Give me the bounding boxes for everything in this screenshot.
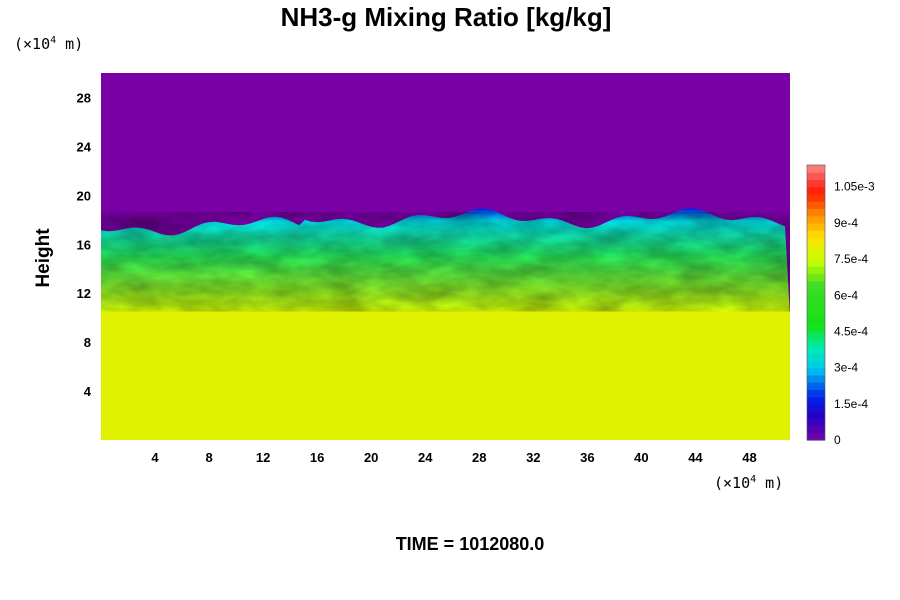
y-axis-unit: (×104 m)	[14, 35, 83, 53]
colorbar-band	[807, 353, 825, 361]
colorbar-band	[807, 244, 825, 253]
colorbar-band	[807, 230, 825, 238]
colorbar-band	[807, 288, 825, 296]
colorbar-band	[807, 222, 825, 231]
y-tick-label: 20	[77, 188, 91, 203]
x-tick-label: 12	[256, 450, 270, 465]
colorbar-band	[807, 345, 825, 354]
colorbar-tick-label: 6e-4	[834, 288, 858, 302]
colorbar-band	[807, 425, 825, 434]
colorbar-band	[807, 215, 825, 224]
y-axis-label: Height	[33, 228, 54, 288]
colorbar-band	[807, 316, 825, 325]
colorbar-band	[807, 367, 825, 376]
colorbar-band	[807, 396, 825, 405]
colorbar-band	[807, 165, 825, 173]
colorbar-band	[807, 309, 825, 318]
colorbar-band	[807, 382, 825, 390]
colorbar: 0 1.5e-4 3e-4 4.5e-4 6e-4 7.5e-4 9e-4 1.05e-3	[806, 164, 875, 447]
x-tick-label: 32	[526, 450, 540, 465]
colorbar-tick-label: 3e-4	[834, 361, 858, 375]
x-tick-label: 48	[742, 450, 756, 465]
y-tick-labels: 4 8 12 16 20 24 28	[77, 90, 92, 399]
x-tick-label: 28	[472, 450, 486, 465]
colorbar-band	[807, 273, 825, 282]
colorbar-tick-label: 9e-4	[834, 216, 858, 230]
y-tick-label: 4	[84, 384, 92, 399]
colorbar-band	[807, 237, 825, 246]
colorbar-band	[807, 302, 825, 311]
x-tick-label: 44	[688, 450, 703, 465]
lower-layer	[101, 311, 790, 440]
heatmap-field	[101, 73, 790, 440]
y-tick-label: 12	[77, 286, 91, 301]
x-tick-label: 8	[205, 450, 212, 465]
x-tick-label: 40	[634, 450, 648, 465]
time-label: TIME = 1012080.0	[396, 534, 545, 554]
y-tick-label: 8	[84, 335, 91, 350]
colorbar-band	[807, 251, 825, 260]
x-tick-label: 4	[151, 450, 159, 465]
x-axis-unit: (×104 m)	[714, 474, 783, 492]
colorbar-tick-label: 0	[834, 433, 841, 447]
colorbar-tick-label: 1.5e-4	[834, 397, 868, 411]
colorbar-band	[807, 324, 825, 333]
x-tick-label: 20	[364, 450, 378, 465]
y-tick-label: 28	[77, 90, 91, 105]
colorbar-band	[807, 338, 825, 347]
colorbar-band	[807, 266, 825, 275]
colorbar-band	[807, 179, 825, 188]
colorbar-band	[807, 186, 825, 195]
colorbar-frame	[806, 164, 826, 441]
turbulent-texture	[101, 212, 790, 314]
colorbar-band	[807, 331, 825, 340]
colorbar-band	[807, 259, 825, 267]
colorbar-band	[807, 208, 825, 217]
colorbar-band	[807, 201, 825, 210]
colorbar-band	[807, 403, 825, 412]
colorbar-band	[807, 295, 825, 304]
colorbar-band	[807, 374, 825, 383]
y-tick-label: 24	[77, 139, 92, 154]
colorbar-band	[807, 389, 825, 398]
x-tick-label: 16	[310, 450, 324, 465]
colorbar-band	[807, 411, 825, 419]
colorbar-band	[807, 193, 825, 202]
x-tick-labels: 4 8 12 16 20 24 28 32 36 40 44 48	[151, 450, 756, 465]
colorbar-tick-label: 4.5e-4	[834, 324, 868, 338]
colorbar-band	[807, 360, 825, 369]
colorbar-band	[807, 432, 825, 441]
x-tick-label: 24	[418, 450, 433, 465]
colorbar-tick-label: 7.5e-4	[834, 252, 868, 266]
x-tick-label: 36	[580, 450, 594, 465]
y-tick-label: 16	[77, 237, 91, 252]
colorbar-band	[807, 172, 825, 181]
colorbar-band	[807, 280, 825, 289]
chart-title: NH3-g Mixing Ratio [kg/kg]	[281, 2, 612, 32]
colorbar-tick-label: 1.05e-3	[834, 180, 875, 194]
colorbar-band	[807, 418, 825, 427]
